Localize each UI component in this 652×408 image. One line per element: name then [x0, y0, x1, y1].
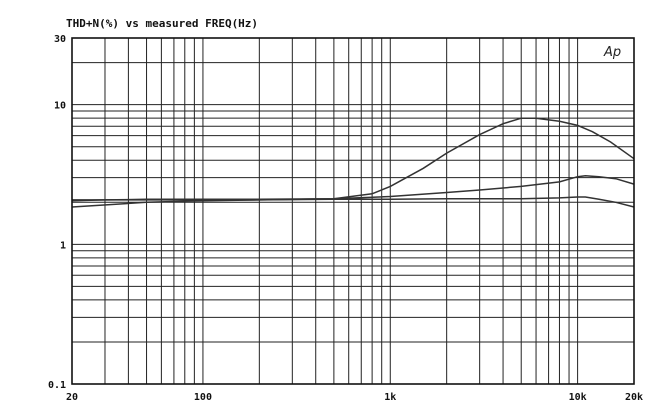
- chart-title: THD+N(%) vs measured FREQ(Hz): [66, 17, 258, 30]
- x-tick-labels: 20 100 1k 10k 20k: [66, 392, 643, 403]
- series-line-3: [72, 196, 635, 208]
- plot-frame: [71, 37, 635, 385]
- x-tick-label: 1k: [384, 392, 396, 403]
- ap-logo: Ap: [603, 45, 621, 60]
- x-tick-label: 20: [66, 392, 78, 403]
- y-tick-label: 0.1: [48, 380, 66, 391]
- data-series-group: [71, 117, 635, 208]
- x-tick-label: 10k: [569, 392, 587, 403]
- x-tick-label: 20k: [625, 392, 643, 403]
- y-tick-label: 1: [60, 240, 66, 251]
- y-tick-label: 10: [54, 101, 66, 112]
- grid-lines: [72, 38, 634, 384]
- plot-area: [72, 38, 634, 384]
- y-tick-label: 30: [54, 34, 66, 45]
- y-tick-labels: 0.1 1 10 30: [48, 34, 66, 391]
- x-tick-label: 100: [194, 392, 212, 403]
